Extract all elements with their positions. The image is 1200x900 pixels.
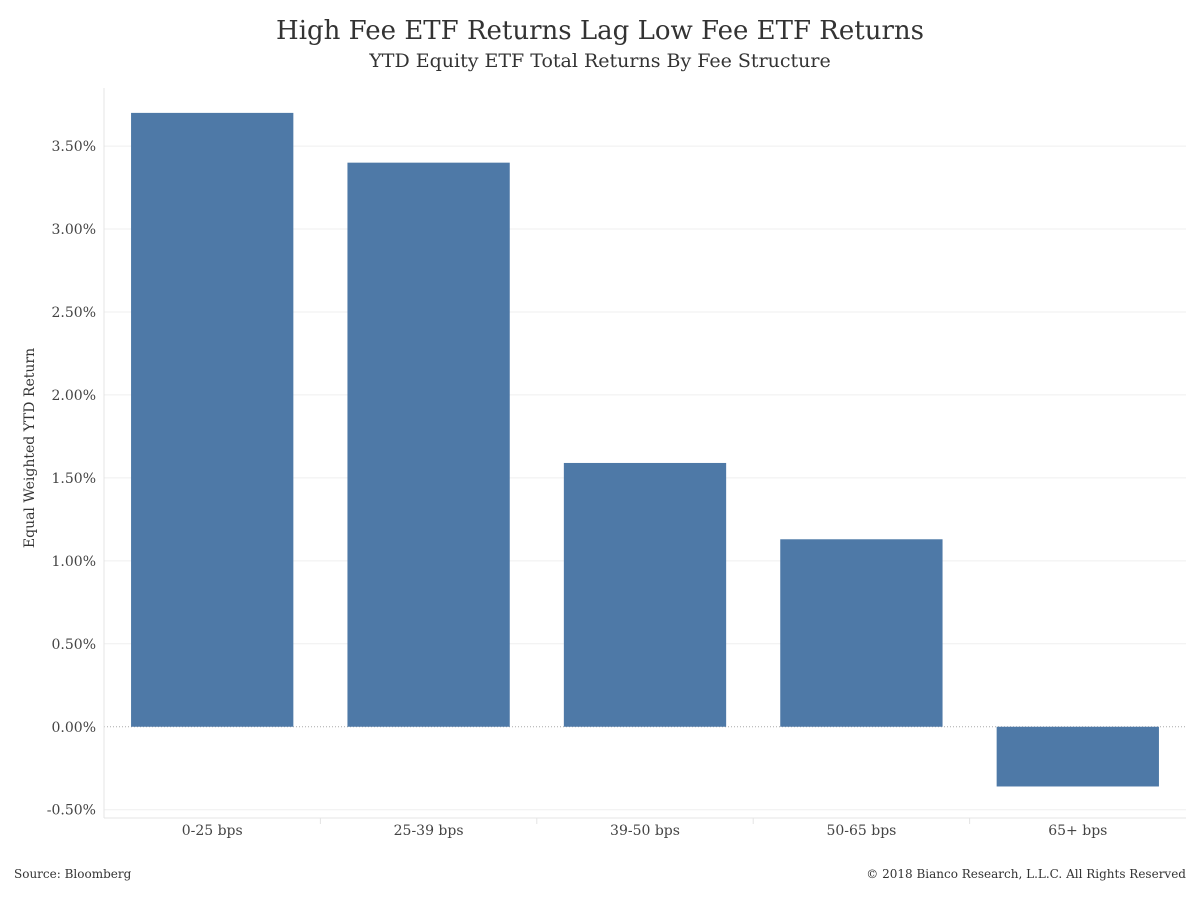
x-tick-label: 65+ bps [1048, 823, 1107, 839]
bar-0-25-bps [131, 112, 294, 727]
bars [131, 112, 1159, 787]
bar-65-bps [996, 726, 1159, 787]
x-tick-label: 0-25 bps [182, 823, 243, 839]
bar-39-50-bps [563, 462, 727, 727]
y-tick-label: 3.50% [52, 139, 96, 155]
x-tick-label: 25-39 bps [394, 823, 464, 839]
x-tick-labels: 0-25 bps 25-39 bps 39-50 bps 50-65 bps 65+ b… [182, 823, 1108, 839]
x-tick-label: 50-65 bps [826, 823, 896, 839]
y-tick-label: 0.50% [52, 637, 96, 653]
copyright-note: © 2018 Bianco Research, L.L.C. All Right… [866, 867, 1186, 881]
axes [103, 88, 1186, 824]
y-tick-label: 1.50% [52, 471, 96, 487]
chart-subtitle: YTD Equity ETF Total Returns By Fee Stru… [369, 50, 831, 72]
bar-50-65-bps [780, 539, 943, 727]
chart-title: High Fee ETF Returns Lag Low Fee ETF Ret… [276, 16, 924, 46]
y-tick-label: 2.00% [52, 388, 96, 404]
y-tick-labels: -0.50% 0.00% 0.50% 1.00% 1.50% 2.00% 2.50% 3.00… [47, 139, 96, 819]
y-tick-label: 1.00% [52, 554, 96, 570]
y-tick-label: 3.00% [52, 222, 96, 238]
source-note: Source: Bloomberg [14, 867, 132, 881]
x-tick-label: 39-50 bps [610, 823, 680, 839]
y-tick-label: 2.50% [52, 305, 96, 321]
bar-25-39-bps [347, 162, 510, 727]
y-tick-label: -0.50% [47, 803, 96, 819]
y-axis-label: Equal Weighted YTD Return [22, 348, 38, 548]
y-tick-label: 0.00% [52, 720, 96, 736]
